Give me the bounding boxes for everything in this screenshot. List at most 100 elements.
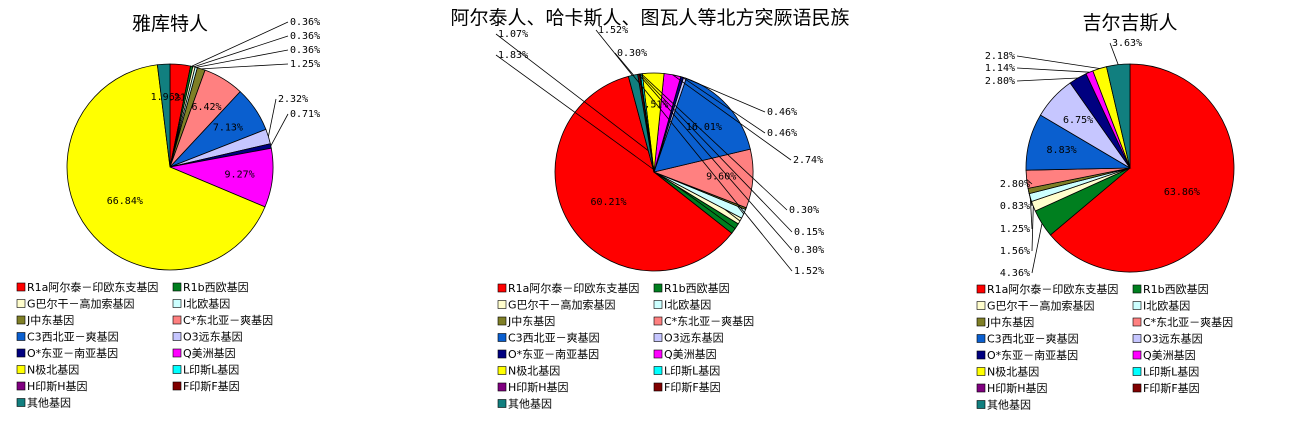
- slice-label: 0.30%: [794, 245, 824, 256]
- leader-line: [672, 74, 792, 161]
- legend-label: R1a阿尔泰－印欧东支基因: [27, 280, 158, 294]
- legend-swatch: [976, 317, 986, 327]
- legend-label: F印斯F基因: [664, 381, 721, 394]
- slice-label: 7.13%: [213, 123, 243, 134]
- leader-line: [1029, 197, 1033, 230]
- legend-label: G巴尔干－高加索基因: [27, 297, 135, 311]
- legend-label: O*东亚－南亚基因: [987, 349, 1078, 362]
- leader-line: [1031, 223, 1043, 274]
- legend-swatch: [172, 332, 182, 341]
- chart-title: 阿尔泰人、哈卡斯人、图瓦人等北方突厥语民族: [450, 7, 849, 29]
- legend-swatch: [16, 282, 26, 292]
- slice-label: 3.21%: [162, 92, 192, 103]
- legend-label: R1a阿尔泰－印欧东支基因: [987, 282, 1118, 296]
- legend-swatch: [172, 381, 182, 391]
- legend-label: I北欧基因: [664, 299, 711, 312]
- legend-swatch: [1132, 350, 1142, 360]
- legend-label: R1a阿尔泰－印欧东支基因: [508, 281, 639, 295]
- slice-label: 0.30%: [789, 205, 819, 216]
- slice-label: 1.52%: [598, 25, 628, 36]
- legend-swatch: [497, 283, 507, 293]
- legend-swatch: [976, 334, 986, 343]
- legend-swatch: [172, 299, 182, 308]
- chart-title: 吉尔吉斯人: [1082, 12, 1177, 34]
- legend-label: N极北基因: [987, 365, 1039, 379]
- slice-label: 2.80%: [985, 76, 1015, 87]
- leader-line: [638, 73, 793, 251]
- legend-swatch: [976, 284, 986, 294]
- slice-label: 9.27%: [225, 170, 255, 181]
- legend-label: F印斯F基因: [1143, 382, 1200, 395]
- legend-swatch: [976, 350, 986, 360]
- legend-swatch: [16, 398, 26, 407]
- legend-label: C*东北亚－爽基因: [664, 315, 754, 328]
- slice-label: 1.25%: [1000, 224, 1030, 235]
- legend-swatch: [16, 299, 26, 308]
- slice-label: 0.71%: [290, 109, 320, 120]
- legend-label: H印斯H基因: [987, 382, 1048, 395]
- leader-line: [191, 21, 289, 67]
- pie-chart-yakut: 雅库特人 3.21% 0.36% 0.36% 0.36% 1.25% 6.42% 7.13% 2…: [16, 13, 320, 410]
- slice-label: 3.51%: [638, 100, 668, 111]
- legend-label: Q美洲基因: [664, 348, 717, 361]
- legend-label: 其他基因: [987, 399, 1031, 412]
- slice-label: 0.46%: [767, 128, 797, 139]
- slice-label: 2.74%: [793, 155, 823, 166]
- legend-label: H印斯H基因: [508, 381, 569, 394]
- slice-label: 6.75%: [1063, 115, 1093, 126]
- slice-label: 1.83%: [498, 50, 528, 61]
- slice-label: 60.21%: [590, 197, 626, 208]
- legend-swatch: [497, 300, 507, 309]
- legend-swatch: [1132, 367, 1142, 376]
- slice-label: 63.86%: [1164, 187, 1200, 198]
- leader-line: [641, 73, 788, 211]
- slice-label: 0.30%: [617, 48, 647, 59]
- slice-label: 0.36%: [290, 17, 320, 28]
- legend-swatch: [1132, 284, 1142, 294]
- chart-title: 雅库特人: [132, 13, 208, 35]
- leader-line: [1026, 178, 1033, 185]
- pie-slice: [156, 63, 171, 168]
- leader-line: [639, 73, 793, 233]
- legend-label: Q美洲基因: [1143, 349, 1196, 362]
- leader-line: [1016, 77, 1078, 82]
- legend-swatch: [497, 366, 507, 375]
- slice-label: 1.52%: [794, 266, 824, 277]
- slice-label: 66.84%: [107, 196, 143, 207]
- leader-line: [196, 49, 289, 68]
- pie-slice: [66, 64, 266, 271]
- legend-swatch: [16, 381, 26, 391]
- legend-swatch: [1132, 301, 1142, 310]
- legend-swatch: [976, 400, 986, 409]
- legend-swatch: [653, 300, 663, 309]
- legend-swatch: [497, 349, 507, 359]
- legend-label: 其他基因: [27, 397, 71, 410]
- legend: R1a阿尔泰－印欧东支基因 R1b西欧基因 G巴尔干－高加索基因 I北欧基因 J中东基因…: [497, 281, 754, 411]
- leader-line: [1031, 206, 1034, 252]
- slice-label: 1.25%: [290, 59, 320, 70]
- slice-label: 2.18%: [985, 51, 1015, 62]
- slice-label: 2.32%: [278, 94, 308, 105]
- legend-swatch: [653, 333, 663, 342]
- legend-swatch: [497, 316, 507, 326]
- leader-line: [681, 76, 766, 134]
- legend-swatch: [976, 367, 986, 376]
- legend-label: O*东亚－南亚基因: [508, 348, 599, 361]
- legend-label: R1b西欧基因: [664, 282, 730, 295]
- legend-swatch: [653, 366, 663, 375]
- legend-label: J中东基因: [986, 316, 1034, 329]
- slice-label: 3.63%: [1112, 38, 1142, 49]
- slice-label: 6.42%: [191, 102, 221, 113]
- legend-swatch: [653, 283, 663, 293]
- leader-line: [632, 75, 793, 272]
- legend-swatch: [172, 348, 182, 358]
- legend-swatch: [1132, 334, 1142, 343]
- legend-label: C3西北亚－爽基因: [987, 333, 1079, 346]
- slice-label: 1.07%: [498, 29, 528, 40]
- legend-label: C3西北亚－爽基因: [508, 332, 600, 345]
- slice-label: 16.01%: [686, 122, 722, 133]
- legend-label: G巴尔干－高加索基因: [987, 299, 1095, 313]
- legend-label: Q美洲基因: [183, 347, 236, 360]
- legend-label: O*东亚－南亚基因: [27, 347, 118, 360]
